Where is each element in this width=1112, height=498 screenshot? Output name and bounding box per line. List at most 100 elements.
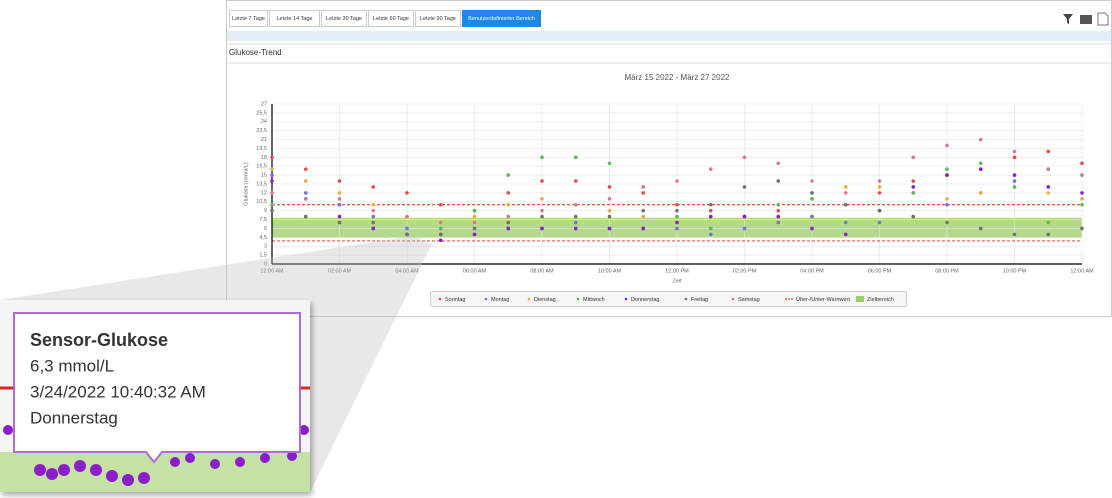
toolbar-button-label[interactable]: Letzte 7 Tage (232, 16, 265, 22)
legend-label: Donnerstag (631, 297, 659, 303)
data-point (641, 226, 646, 231)
y-tick-label: 19,5 (256, 146, 267, 152)
data-point (1046, 191, 1051, 195)
data-point (945, 167, 949, 171)
data-point (776, 220, 781, 225)
toolbar-button-label[interactable]: Letzte 60 Tage (373, 16, 409, 22)
data-point (303, 191, 308, 195)
data-point (371, 214, 376, 219)
data-point (810, 191, 814, 195)
data-point (371, 202, 376, 207)
legend-marker (527, 297, 531, 301)
toolbar-button-label[interactable]: Letzte 14 Tage (277, 16, 313, 22)
x-tick-label: 02:00 PM (733, 268, 757, 274)
y-tick-label: 10,5 (256, 199, 267, 205)
data-point (371, 220, 376, 225)
toolbar-button-label[interactable]: Benutzerdefinierter Bereich (468, 16, 535, 22)
legend-label: Dienstag (534, 297, 556, 303)
data-point (708, 208, 713, 213)
data-point (675, 179, 679, 183)
data-point (607, 161, 612, 166)
data-point (1080, 197, 1084, 201)
toolbar-button-label[interactable]: Letzte 90 Tage (420, 16, 456, 22)
data-point (573, 226, 578, 231)
legend-marker (856, 296, 864, 302)
x-tick-label: 08:00 PM (935, 268, 959, 274)
data-point (708, 226, 713, 231)
data-point (911, 185, 916, 189)
data-point (270, 155, 274, 160)
legend-label: Sonntag (445, 297, 466, 303)
data-point (843, 185, 848, 189)
data-point (1080, 173, 1084, 177)
data-point (270, 202, 274, 207)
data-point (607, 197, 612, 201)
section-title: Glukose-Trend (229, 48, 282, 57)
data-point (810, 214, 814, 219)
data-point (337, 191, 342, 195)
data-point (776, 179, 781, 183)
data-point (573, 179, 578, 183)
data-point (708, 214, 713, 219)
data-point (540, 155, 544, 160)
data-point (877, 220, 882, 225)
data-point (303, 197, 308, 201)
tooltip-time: 3/24/2022 10:40:32 AM (30, 382, 206, 401)
data-point (1012, 179, 1017, 183)
data-point (978, 191, 983, 195)
legend-label: Samstag (738, 297, 760, 303)
data-point (911, 191, 916, 195)
legend-marker (731, 297, 735, 301)
filter-icon[interactable] (1063, 14, 1073, 24)
toolbar-button[interactable] (229, 10, 268, 27)
data-point (776, 208, 781, 213)
inset-dots (3, 425, 309, 486)
legend-label: Freitag (691, 297, 708, 303)
data-point (506, 191, 511, 195)
data-point (1080, 161, 1084, 166)
data-point (1046, 220, 1051, 225)
legend-marker (576, 297, 580, 301)
data-point (573, 220, 578, 225)
x-tick-label: 10:00 AM (598, 268, 622, 274)
toolbar-button-label[interactable]: Letzte 30 Tage (326, 16, 362, 22)
data-point (607, 214, 612, 219)
data-point (1080, 226, 1084, 231)
data-point (810, 197, 814, 201)
data-point (810, 179, 814, 183)
y-tick-label: 6 (264, 226, 267, 232)
data-point (978, 137, 983, 142)
data-point (877, 191, 882, 195)
data-point (540, 197, 544, 201)
data-point (675, 220, 679, 225)
data-point (776, 202, 781, 207)
toolbar-button[interactable] (462, 10, 541, 27)
toolbar-button[interactable] (415, 10, 461, 27)
data-point (776, 161, 781, 166)
pdf-icon[interactable] (1097, 12, 1109, 26)
toolbar-button[interactable] (269, 10, 320, 27)
data-point (1012, 232, 1017, 237)
data-point (843, 220, 848, 225)
data-point (945, 143, 949, 148)
data-point (303, 214, 308, 219)
toolbar-button[interactable] (321, 10, 367, 27)
data-point (742, 226, 747, 231)
data-point (1012, 185, 1017, 189)
data-point (708, 202, 713, 207)
chart-title: März 15 2022 - März 27 2022 (625, 73, 730, 82)
legend-label: Über-/Unter-Warnwert (796, 296, 850, 303)
data-point (337, 179, 342, 183)
data-point (405, 232, 409, 237)
data-point (1080, 191, 1084, 195)
data-point (607, 208, 612, 213)
mail-icon[interactable] (1080, 15, 1092, 24)
data-point (270, 173, 274, 177)
data-point (540, 208, 544, 213)
data-point (978, 161, 983, 166)
x-tick-label: 08:00 AM (530, 268, 554, 274)
data-point (708, 232, 713, 237)
toolbar-button[interactable] (368, 10, 414, 27)
y-tick-label: 12 (261, 190, 267, 196)
tooltip (13, 312, 301, 464)
